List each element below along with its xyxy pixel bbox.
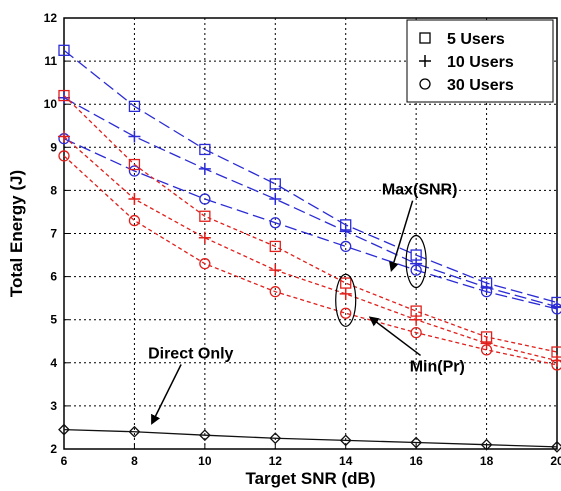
data-point xyxy=(410,264,422,276)
data-point xyxy=(339,287,352,300)
data-point xyxy=(339,225,352,238)
legend-marker xyxy=(419,55,431,67)
data-point xyxy=(128,130,141,143)
x-axis-label: Target SNR (dB) xyxy=(245,469,375,488)
y-tick-label: 11 xyxy=(44,54,57,68)
series-group xyxy=(58,150,561,371)
data-point xyxy=(410,257,423,270)
annotation-arrow xyxy=(151,364,182,425)
y-tick-label: 5 xyxy=(50,313,57,327)
y-tick-label: 3 xyxy=(50,399,57,413)
data-point xyxy=(128,158,141,171)
x-tick-label: 10 xyxy=(198,454,212,468)
data-point xyxy=(340,307,352,319)
x-tick-label: 6 xyxy=(61,454,68,468)
axis-ticks: 6 8 10 12 14 16 18 20 2 3 4 5 6 7 8 9 10 11 12 xyxy=(44,11,561,468)
annotation-label: Min(Pr) xyxy=(410,358,465,375)
data-point xyxy=(128,100,141,113)
data-point xyxy=(198,231,211,244)
annotation-label: Direct Only xyxy=(148,345,233,362)
series xyxy=(58,44,561,453)
annotation-label: Max(SNR) xyxy=(382,182,458,199)
data-point xyxy=(58,423,70,436)
y-tick-label: 10 xyxy=(44,97,58,111)
legend-label: 10 Users xyxy=(447,54,514,71)
data-point xyxy=(410,326,422,339)
data-point xyxy=(480,344,493,356)
y-tick-label: 4 xyxy=(50,356,57,370)
data-point xyxy=(269,240,281,253)
data-point xyxy=(199,258,211,270)
legend-label: 30 Users xyxy=(447,77,514,94)
legend-marker xyxy=(419,78,431,90)
data-point xyxy=(269,178,281,190)
series-group xyxy=(58,133,561,315)
x-tick-label: 8 xyxy=(131,454,138,468)
annotation-ellipse xyxy=(405,234,427,289)
series-line xyxy=(63,155,558,366)
data-point xyxy=(551,440,561,453)
x-tick-label: 18 xyxy=(480,454,494,468)
data-point xyxy=(198,429,211,442)
series-line xyxy=(63,97,558,308)
series-line xyxy=(63,136,558,362)
series-line xyxy=(63,428,558,448)
data-point xyxy=(410,313,423,326)
data-point xyxy=(551,359,561,371)
data-point xyxy=(199,210,211,222)
data-point xyxy=(58,91,70,104)
data-point xyxy=(128,193,141,206)
series-line xyxy=(63,95,558,353)
series-line xyxy=(63,49,558,304)
data-point xyxy=(58,89,70,102)
data-point xyxy=(480,438,493,451)
data-point xyxy=(339,434,352,447)
data-point xyxy=(480,337,493,350)
y-tick-label: 7 xyxy=(50,227,57,241)
y-tick-label: 9 xyxy=(50,140,57,154)
data-point xyxy=(269,193,282,206)
legend-label: 5 Users xyxy=(447,31,505,48)
x-tick-label: 16 xyxy=(409,454,423,468)
annotation-ellipse xyxy=(335,273,357,327)
y-tick-label: 2 xyxy=(50,442,57,456)
x-tick-label: 12 xyxy=(269,454,283,468)
legend: 5 Users 10 Users 30 Users xyxy=(406,19,554,103)
data-point xyxy=(198,162,211,175)
data-point xyxy=(128,165,141,177)
annotation-arrow xyxy=(368,316,421,357)
legend-marker xyxy=(419,32,431,44)
data-point xyxy=(269,217,281,229)
y-axis-label: Total Energy (J) xyxy=(7,170,26,297)
data-point xyxy=(551,354,561,367)
data-point xyxy=(58,130,70,143)
data-point xyxy=(58,150,70,162)
data-point xyxy=(340,240,352,253)
data-point xyxy=(128,214,141,227)
data-point xyxy=(551,303,561,315)
legend-box xyxy=(406,19,554,103)
x-tick-label: 14 xyxy=(339,454,353,468)
data-point xyxy=(410,436,423,449)
series-group xyxy=(58,91,561,313)
data-point xyxy=(58,44,70,56)
series-group xyxy=(58,130,561,367)
data-point xyxy=(269,432,282,445)
data-point xyxy=(269,264,282,277)
y-tick-label: 8 xyxy=(50,183,57,197)
annotation-arrow xyxy=(389,200,414,273)
annotations: Max(SNR) Min(Pr) Direct Only xyxy=(148,182,465,425)
y-tick-label: 12 xyxy=(44,11,58,25)
data-point xyxy=(199,193,211,205)
series-group xyxy=(58,423,561,453)
x-tick-label: 20 xyxy=(550,454,561,468)
data-point xyxy=(199,143,211,156)
data-point xyxy=(269,286,281,298)
y-tick-label: 6 xyxy=(50,270,57,284)
data-point xyxy=(128,425,141,438)
data-point xyxy=(480,286,493,298)
series-line xyxy=(63,138,558,310)
